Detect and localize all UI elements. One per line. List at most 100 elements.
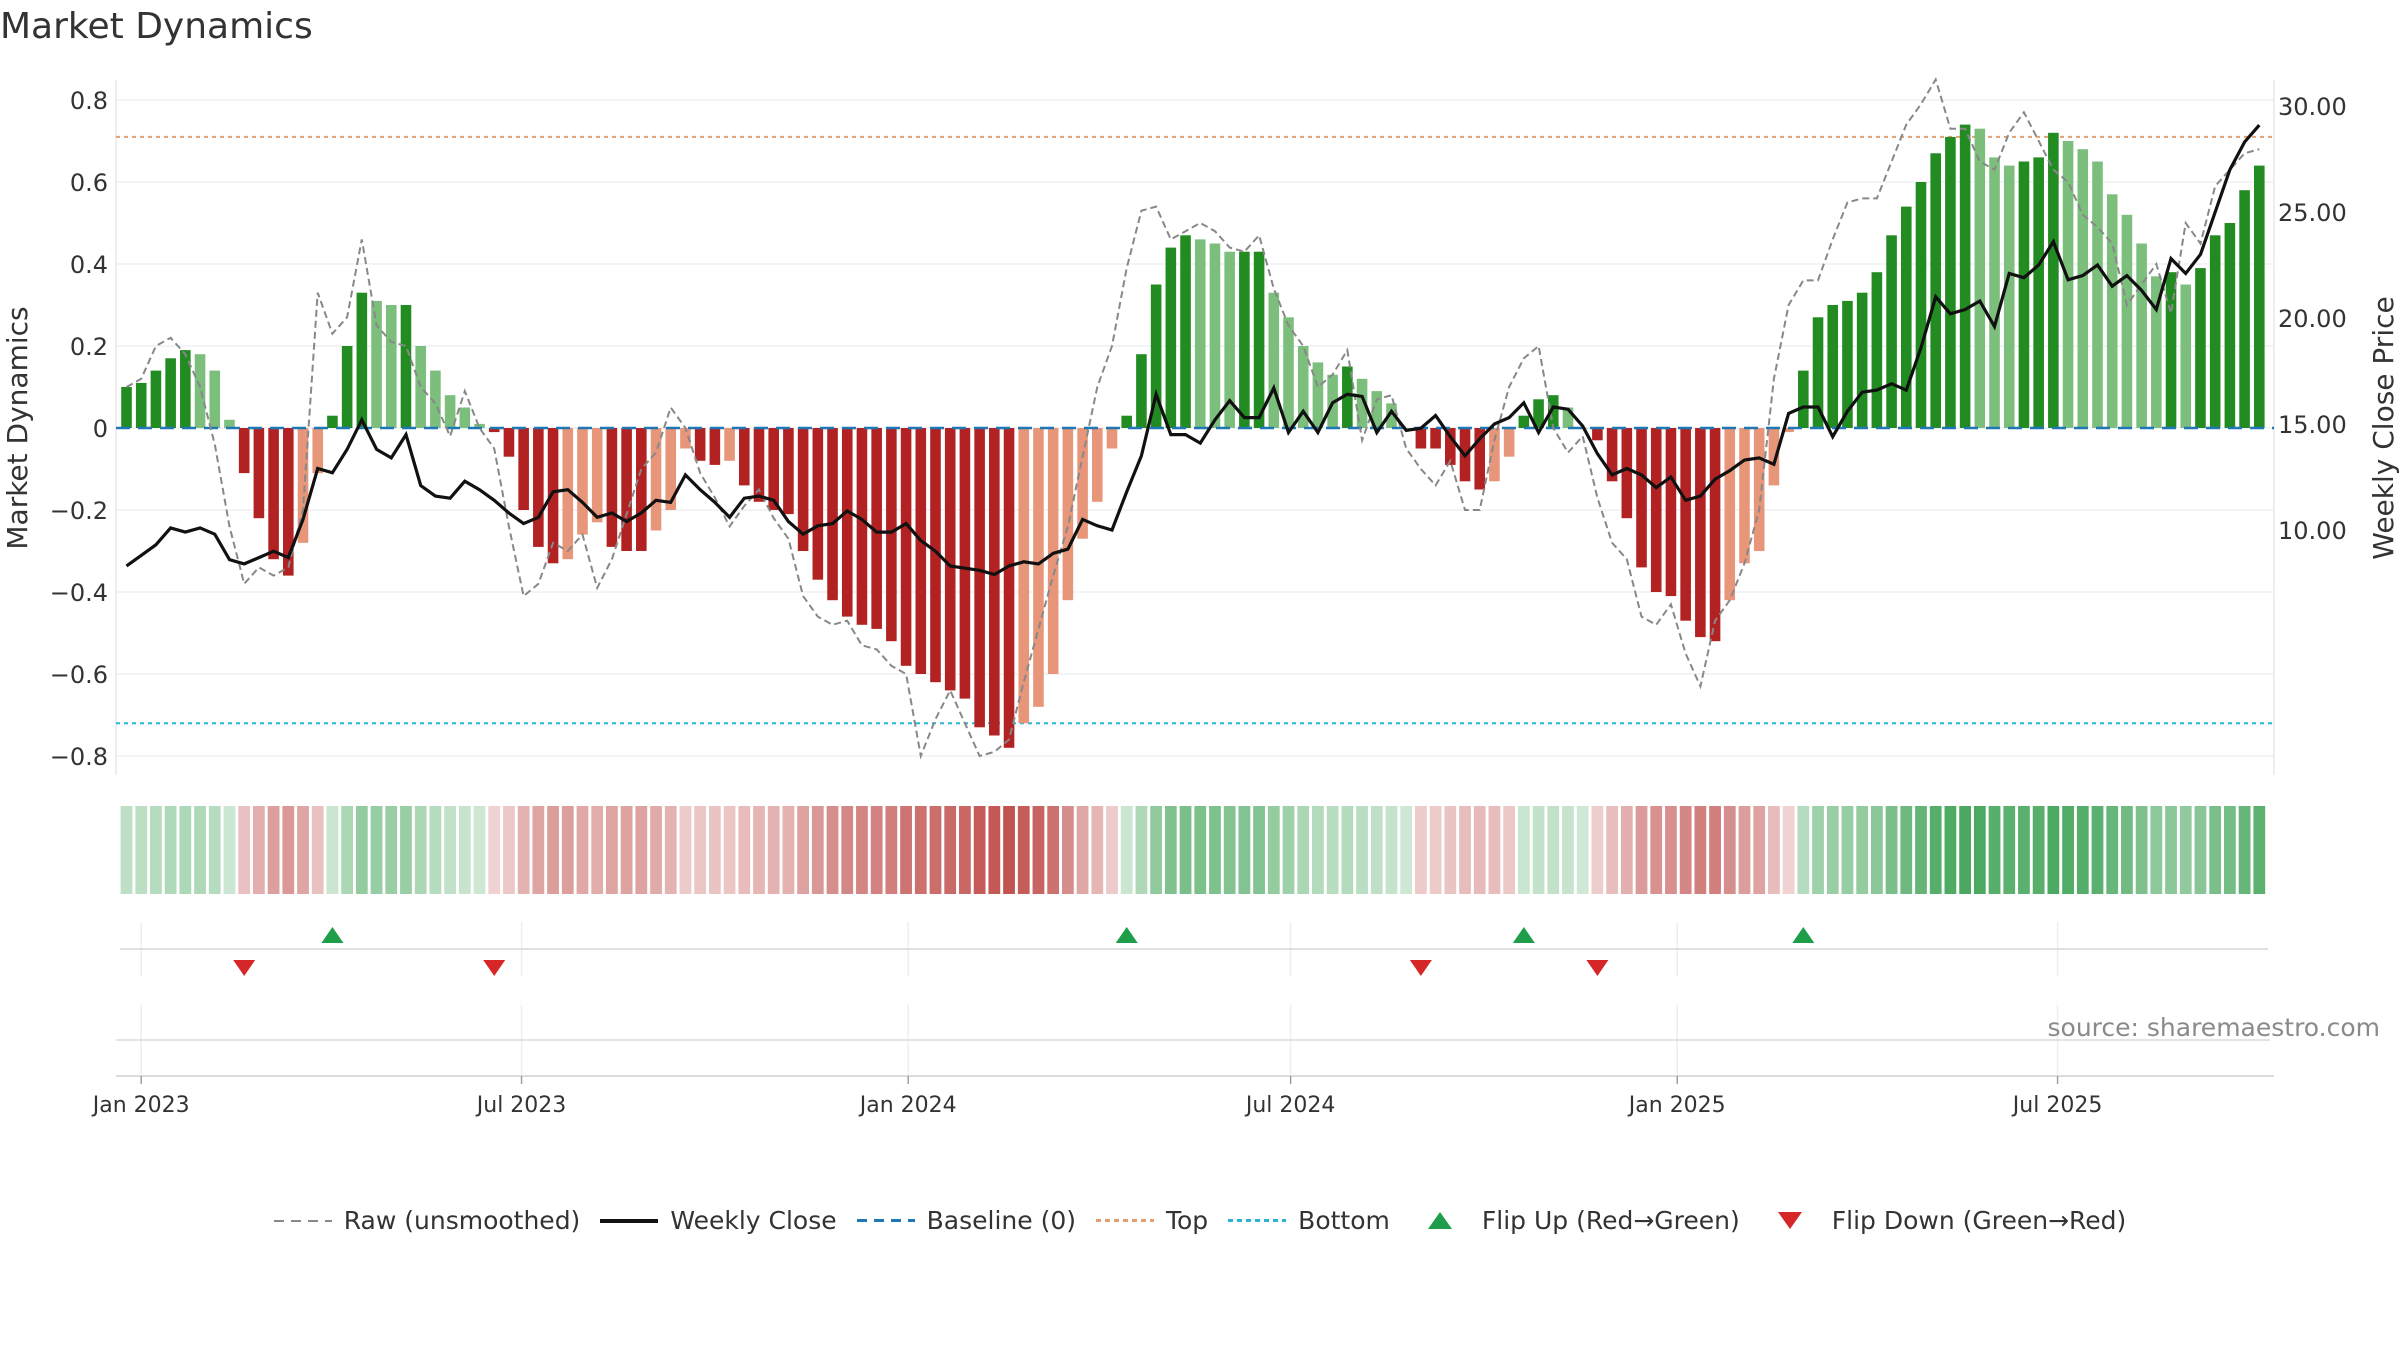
regime-strip-cell xyxy=(1003,806,1015,894)
dynamics-bar xyxy=(2092,161,2103,428)
lower-panel xyxy=(116,1005,2274,1077)
dynamics-bar xyxy=(1665,428,1677,597)
regime-strip-cell xyxy=(767,806,780,894)
dynamics-bar xyxy=(2121,214,2133,428)
regime-strip-cell xyxy=(1885,806,1898,894)
dynamics-bar xyxy=(1753,428,1765,551)
regime-strip-cell xyxy=(150,806,162,894)
left-tick-label: 0.8 xyxy=(70,87,108,115)
dynamics-bar xyxy=(1959,124,1971,428)
dynamics-bar xyxy=(1739,428,1750,564)
dynamics-bar xyxy=(1709,428,1721,642)
regime-strip-cell xyxy=(370,806,383,894)
regime-strip-cell xyxy=(1444,806,1457,894)
dynamics-bar xyxy=(591,428,603,523)
regime-strip-cell xyxy=(2150,806,2163,894)
regime-strip-cell xyxy=(753,806,765,894)
dynamics-bar xyxy=(488,428,500,433)
regime-strip-cell xyxy=(1120,806,1133,894)
left-tick-label: 0.6 xyxy=(70,169,108,197)
regime-strip-cell xyxy=(723,806,736,894)
dynamics-bar xyxy=(297,428,309,543)
regime-strip-cell xyxy=(179,806,192,894)
dynamics-bar xyxy=(1533,399,1544,428)
dynamics-bar xyxy=(1297,346,1309,428)
left-axis-label: Market Dynamics xyxy=(1,306,34,549)
regime-strip-cell xyxy=(1312,806,1324,894)
dynamics-bar xyxy=(533,428,544,547)
legend-label: Baseline (0) xyxy=(926,1206,1076,1235)
regime-strip-cell xyxy=(650,806,662,894)
regime-strip-cell xyxy=(914,806,927,894)
regime-strip-cell xyxy=(1047,806,1060,894)
dynamics-bar xyxy=(1356,378,1368,428)
regime-strip-cell xyxy=(1738,806,1751,894)
dynamics-bar xyxy=(1165,247,1177,428)
regime-strip-cell xyxy=(326,806,339,894)
regime-strip-cell xyxy=(797,806,809,894)
legend-item: Baseline (0) xyxy=(856,1206,1076,1235)
regime-strip-cell xyxy=(1297,806,1310,894)
regime-strip-cell xyxy=(1106,806,1118,894)
regime-strip-cell xyxy=(944,806,957,894)
regime-strip-cell xyxy=(253,806,265,894)
dynamics-bar xyxy=(2062,141,2074,428)
dynamics-bar xyxy=(135,382,147,428)
regime-strip-cell xyxy=(2135,806,2148,894)
regime-strip-cell xyxy=(576,806,589,894)
dynamics-bar xyxy=(1445,428,1456,465)
legend-line-swatch xyxy=(600,1218,659,1223)
dynamics-bar xyxy=(1871,272,1883,428)
dynamics-bar xyxy=(709,428,721,465)
dynamics-bar xyxy=(856,428,868,625)
dynamics-bar xyxy=(503,428,515,457)
right-tick-label: 15.00 xyxy=(2278,411,2347,439)
regime-strip-cell xyxy=(1870,806,1883,894)
regime-strip-cell xyxy=(1017,806,1030,894)
right-tick-label: 25.00 xyxy=(2278,199,2347,227)
dynamics-bar xyxy=(900,428,912,666)
flip-down-marker xyxy=(483,960,506,976)
dynamics-bar xyxy=(636,428,647,551)
regime-strip-cell xyxy=(1620,806,1633,894)
dynamics-bar xyxy=(253,428,265,519)
dynamics-bar xyxy=(724,428,735,461)
regime-strip-cell xyxy=(635,806,648,894)
dynamics-bar xyxy=(1312,362,1324,428)
dynamics-bar xyxy=(1018,428,1030,724)
regime-strip-cell xyxy=(1429,806,1442,894)
regime-strip-cell xyxy=(1076,806,1089,894)
regime-strip-cell xyxy=(2062,806,2074,894)
dynamics-bar xyxy=(1724,428,1736,601)
regime-strip-cell xyxy=(1591,806,1604,894)
dynamics-bar xyxy=(2048,132,2059,429)
regime-strip-cell xyxy=(1532,806,1545,894)
regime-strip-cell xyxy=(2238,806,2251,894)
regime-strip-cell xyxy=(1856,806,1869,894)
dynamics-bar xyxy=(1180,235,1191,428)
dynamics-bar xyxy=(1415,428,1427,449)
regime-strip-cell xyxy=(694,806,707,894)
dynamics-bar xyxy=(768,428,779,510)
dynamics-bar xyxy=(1371,391,1383,428)
legend-line-swatch xyxy=(273,1219,332,1222)
dynamics-bar xyxy=(1798,370,1809,428)
legend-label: Flip Down (Green→Red) xyxy=(1831,1206,2127,1235)
left-tick-label: 0.2 xyxy=(70,333,108,361)
regime-strip-cell xyxy=(811,806,824,894)
dynamics-bar xyxy=(1503,428,1515,457)
regime-strip-cell xyxy=(679,806,692,894)
legend-label: Weekly Close xyxy=(670,1206,837,1235)
left-tick-label: −0.8 xyxy=(50,743,108,771)
regime-strip-cell xyxy=(2253,806,2266,894)
dynamics-bar xyxy=(680,428,691,449)
regime-strip-cell xyxy=(1370,806,1383,894)
dynamics-bar xyxy=(2209,235,2221,428)
regime-strip-cell xyxy=(782,806,795,894)
dynamics-bar xyxy=(1091,428,1103,502)
regime-strip-cell xyxy=(1709,806,1721,894)
regime-strip-cell xyxy=(1223,806,1236,894)
dynamics-bar xyxy=(577,428,588,535)
dynamics-bar xyxy=(1915,182,1927,428)
regime-strip-cell xyxy=(488,806,501,894)
